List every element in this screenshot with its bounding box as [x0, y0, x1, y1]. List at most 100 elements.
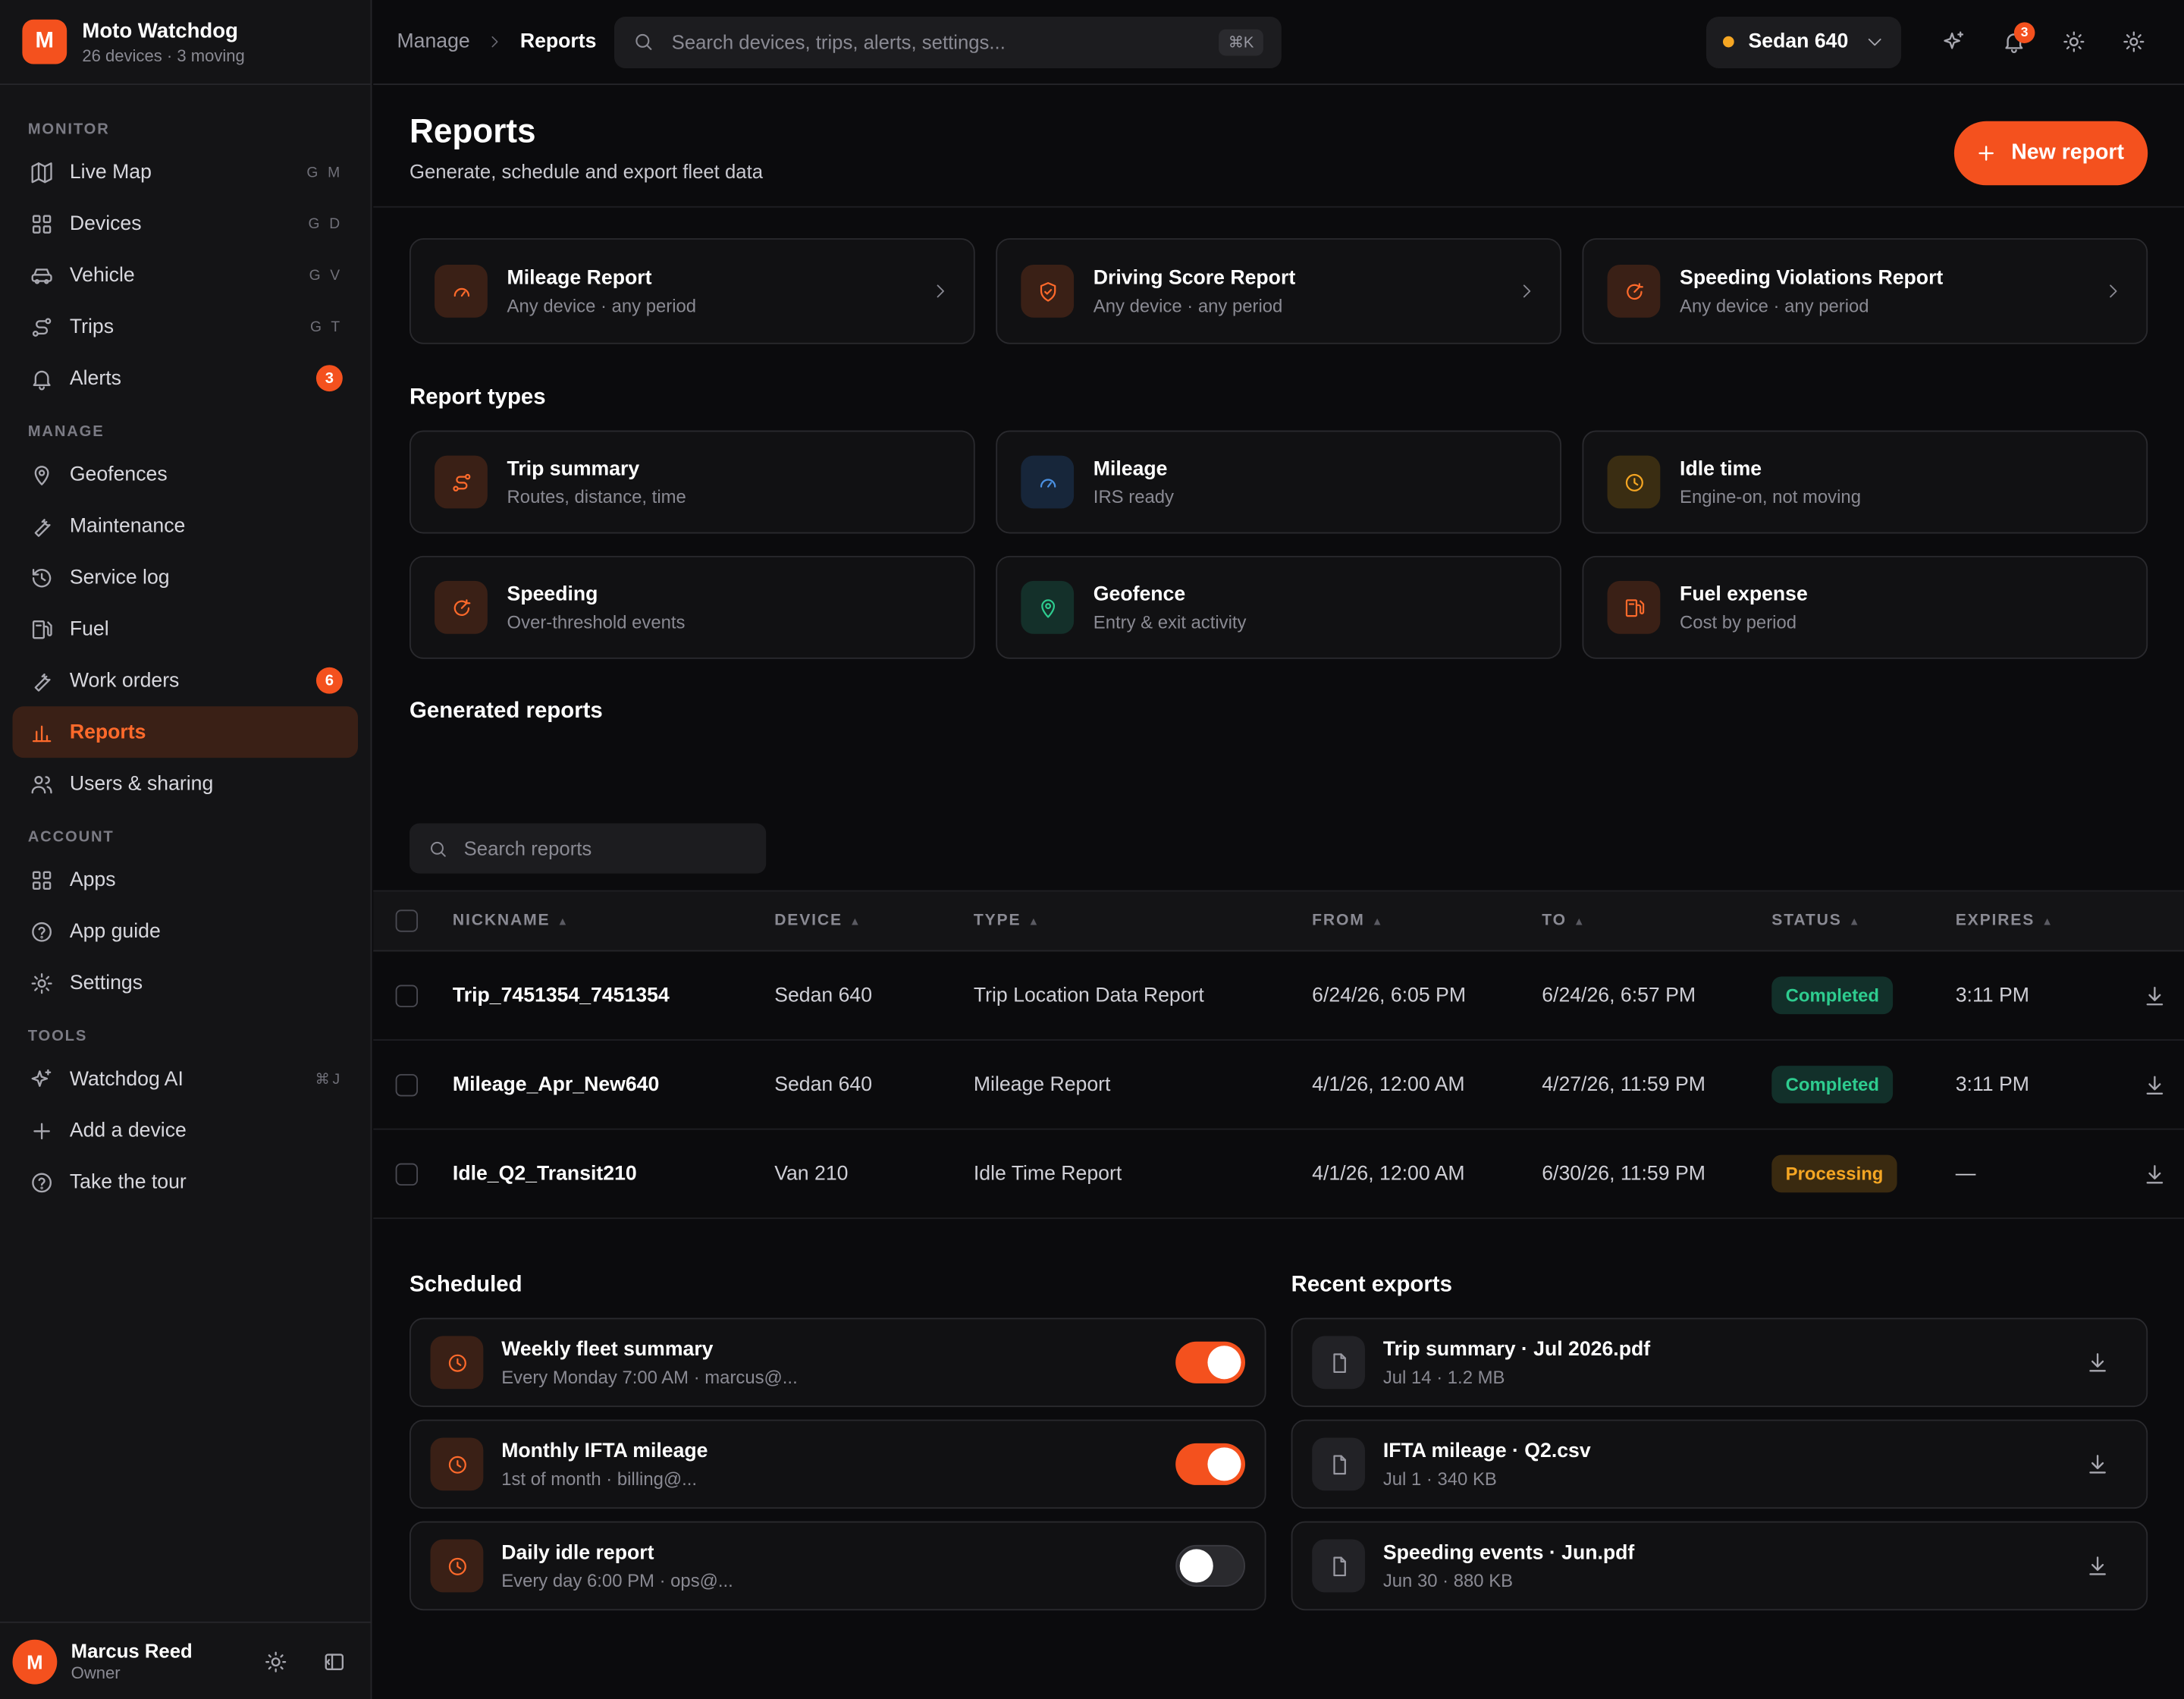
sidebar-item-live-map[interactable]: Live Map G M: [13, 146, 359, 198]
page-title: Reports: [409, 112, 536, 151]
ai-button[interactable]: [1928, 15, 1981, 68]
search-icon: [428, 838, 449, 859]
fuel-icon: [30, 617, 55, 642]
sidebar-item-service-log[interactable]: Service log: [13, 551, 359, 603]
sidebar-item-vehicle[interactable]: Vehicle G V: [13, 250, 359, 301]
page-header: Reports Generate, schedule and export fl…: [373, 85, 2184, 208]
sidebar-item-geofences[interactable]: Geofences: [13, 448, 359, 500]
schedule-toggle[interactable]: [1175, 1544, 1246, 1588]
new-report-button[interactable]: New report: [1953, 121, 2148, 186]
download-icon[interactable]: [2085, 1553, 2110, 1578]
column-device[interactable]: DEVICE ▲: [774, 912, 862, 930]
car-icon: [30, 262, 55, 287]
route-icon: [30, 314, 55, 339]
quick-report-driving-score[interactable]: Driving Score Report Any device · any pe…: [996, 238, 1561, 344]
sidebar-item-take-tour[interactable]: Take the tour: [13, 1156, 359, 1208]
sidebar-item-reports[interactable]: Reports: [12, 706, 359, 758]
column-from[interactable]: FROM ▲: [1312, 912, 1385, 930]
collapse-sidebar-icon[interactable]: [322, 1649, 347, 1674]
row-checkbox[interactable]: [395, 984, 419, 1007]
table-row[interactable]: Mileage_Apr_New640 Sedan 640 Mileage Rep…: [373, 1041, 2184, 1130]
table-row[interactable]: Idle_Q2_Transit210 Van 210 Idle Time Rep…: [373, 1130, 2184, 1220]
sidebar-item-settings[interactable]: Settings: [13, 957, 359, 1009]
cell-to: 6/24/26, 6:57 PM: [1542, 984, 1696, 1007]
download-icon[interactable]: [2085, 1452, 2110, 1477]
avatar[interactable]: M: [12, 1638, 58, 1684]
search-reports[interactable]: [409, 823, 767, 874]
grid-icon: [30, 867, 55, 892]
quick-report-mileage[interactable]: Mileage Report Any device · any period: [409, 238, 975, 344]
scheduled-item[interactable]: Monthly IFTA mileage 1st of month · bill…: [409, 1419, 1266, 1509]
sun-icon[interactable]: [263, 1649, 288, 1674]
download-icon[interactable]: [2142, 1072, 2167, 1097]
search-shortcut: ⌘K: [1218, 28, 1264, 55]
search-reports-input[interactable]: [463, 837, 748, 860]
breadcrumb: Manage Reports: [397, 30, 596, 52]
brand-title: Moto Watchdog: [82, 18, 238, 43]
report-type-geofence[interactable]: Geofence Entry & exit activity: [996, 555, 1561, 659]
card-title: Geofence: [1093, 583, 1186, 606]
sidebar-item-app-guide[interactable]: App guide: [13, 906, 359, 957]
column-expires[interactable]: EXPIRES ▲: [1955, 912, 2054, 930]
scheduled-item[interactable]: Weekly fleet summary Every Monday 7:00 A…: [409, 1317, 1266, 1408]
report-type-idle-time[interactable]: Idle time Engine-on, not moving: [1582, 430, 2148, 534]
card-subtitle: 1st of month · billing@...: [501, 1467, 698, 1489]
select-all-checkbox[interactable]: [395, 909, 419, 932]
quick-report-speeding[interactable]: Speeding Violations Report Any device · …: [1582, 238, 2148, 344]
export-item[interactable]: IFTA mileage · Q2.csv Jul 1 · 340 KB: [1291, 1419, 2148, 1509]
sidebar-item-add-device[interactable]: Add a device: [13, 1105, 359, 1157]
sidebar-item-trips[interactable]: Trips G T: [13, 301, 359, 353]
help-icon: [30, 919, 55, 944]
download-icon[interactable]: [2142, 983, 2167, 1008]
schedule-toggle[interactable]: [1175, 1341, 1246, 1383]
download-icon[interactable]: [2142, 1161, 2167, 1186]
gear-icon: [30, 970, 55, 995]
sidebar-item-fuel[interactable]: Fuel: [13, 603, 359, 655]
fuel-icon: [1622, 595, 1646, 619]
export-item[interactable]: Speeding events · Jun.pdf Jun 30 · 880 K…: [1291, 1521, 2148, 1611]
sidebar-item-users-sharing[interactable]: Users & sharing: [13, 758, 359, 809]
clock-icon: [445, 1351, 469, 1374]
download-icon[interactable]: [2085, 1350, 2110, 1375]
column-to[interactable]: TO ▲: [1542, 912, 1586, 930]
global-search-input[interactable]: [671, 30, 1219, 53]
card-subtitle: Any device · any period: [1093, 294, 1283, 316]
users-icon: [30, 771, 55, 796]
card-title: Speeding events · Jun.pdf: [1382, 1541, 1635, 1564]
card-subtitle: Over-threshold events: [507, 611, 686, 632]
sidebar-item-alerts[interactable]: Alerts 3: [13, 353, 359, 404]
global-search[interactable]: ⌘K: [614, 16, 1282, 68]
sidebar-item-devices[interactable]: Devices G D: [13, 198, 359, 250]
sparkle-icon: [1941, 30, 1966, 55]
schedule-toggle[interactable]: [1175, 1443, 1246, 1485]
sidebar-item-work-orders[interactable]: Work orders 6: [13, 655, 359, 706]
column-nickname[interactable]: NICKNAME ▲: [452, 912, 570, 930]
gear-icon: [2121, 30, 2146, 55]
settings-button[interactable]: [2107, 15, 2160, 68]
table-row[interactable]: Trip_7451354_7451354 Sedan 640 Trip Loca…: [373, 951, 2184, 1041]
page-subtitle: Generate, schedule and export fleet data: [409, 160, 764, 183]
row-checkbox[interactable]: [395, 1162, 419, 1186]
scheduled-item[interactable]: Daily idle report Every day 6:00 PM · op…: [409, 1521, 1266, 1611]
clock-icon: [1622, 470, 1646, 494]
report-type-fuel-expense[interactable]: Fuel expense Cost by period: [1582, 555, 2148, 659]
report-types-heading: Report types: [409, 385, 546, 410]
column-status[interactable]: STATUS ▲: [1771, 912, 1862, 930]
sidebar-item-watchdog-ai[interactable]: Watchdog AI ⌘J: [13, 1054, 359, 1105]
report-type-trip-summary[interactable]: Trip summary Routes, distance, time: [409, 430, 975, 534]
device-selector-label: Sedan 640: [1748, 30, 1849, 53]
column-type[interactable]: TYPE ▲: [973, 912, 1040, 930]
brand[interactable]: M Moto Watchdog 26 devices · 3 moving: [0, 0, 371, 86]
export-item[interactable]: Trip summary · Jul 2026.pdf Jul 14 · 1.2…: [1291, 1317, 2148, 1408]
report-type-speeding[interactable]: Speeding Over-threshold events: [409, 555, 975, 659]
notifications-button[interactable]: 3: [1988, 15, 2041, 68]
device-selector[interactable]: Sedan 640: [1706, 16, 1902, 68]
row-checkbox[interactable]: [395, 1073, 419, 1096]
sidebar-item-maintenance[interactable]: Maintenance: [13, 500, 359, 551]
sidebar-item-apps[interactable]: Apps: [13, 854, 359, 906]
report-type-mileage[interactable]: Mileage IRS ready: [996, 430, 1561, 534]
cell-expires: 3:11 PM: [1955, 1073, 2029, 1096]
cell-to: 4/27/26, 11:59 PM: [1542, 1073, 1705, 1096]
breadcrumb-manage[interactable]: Manage: [397, 30, 470, 53]
theme-toggle-button[interactable]: [2048, 15, 2101, 68]
